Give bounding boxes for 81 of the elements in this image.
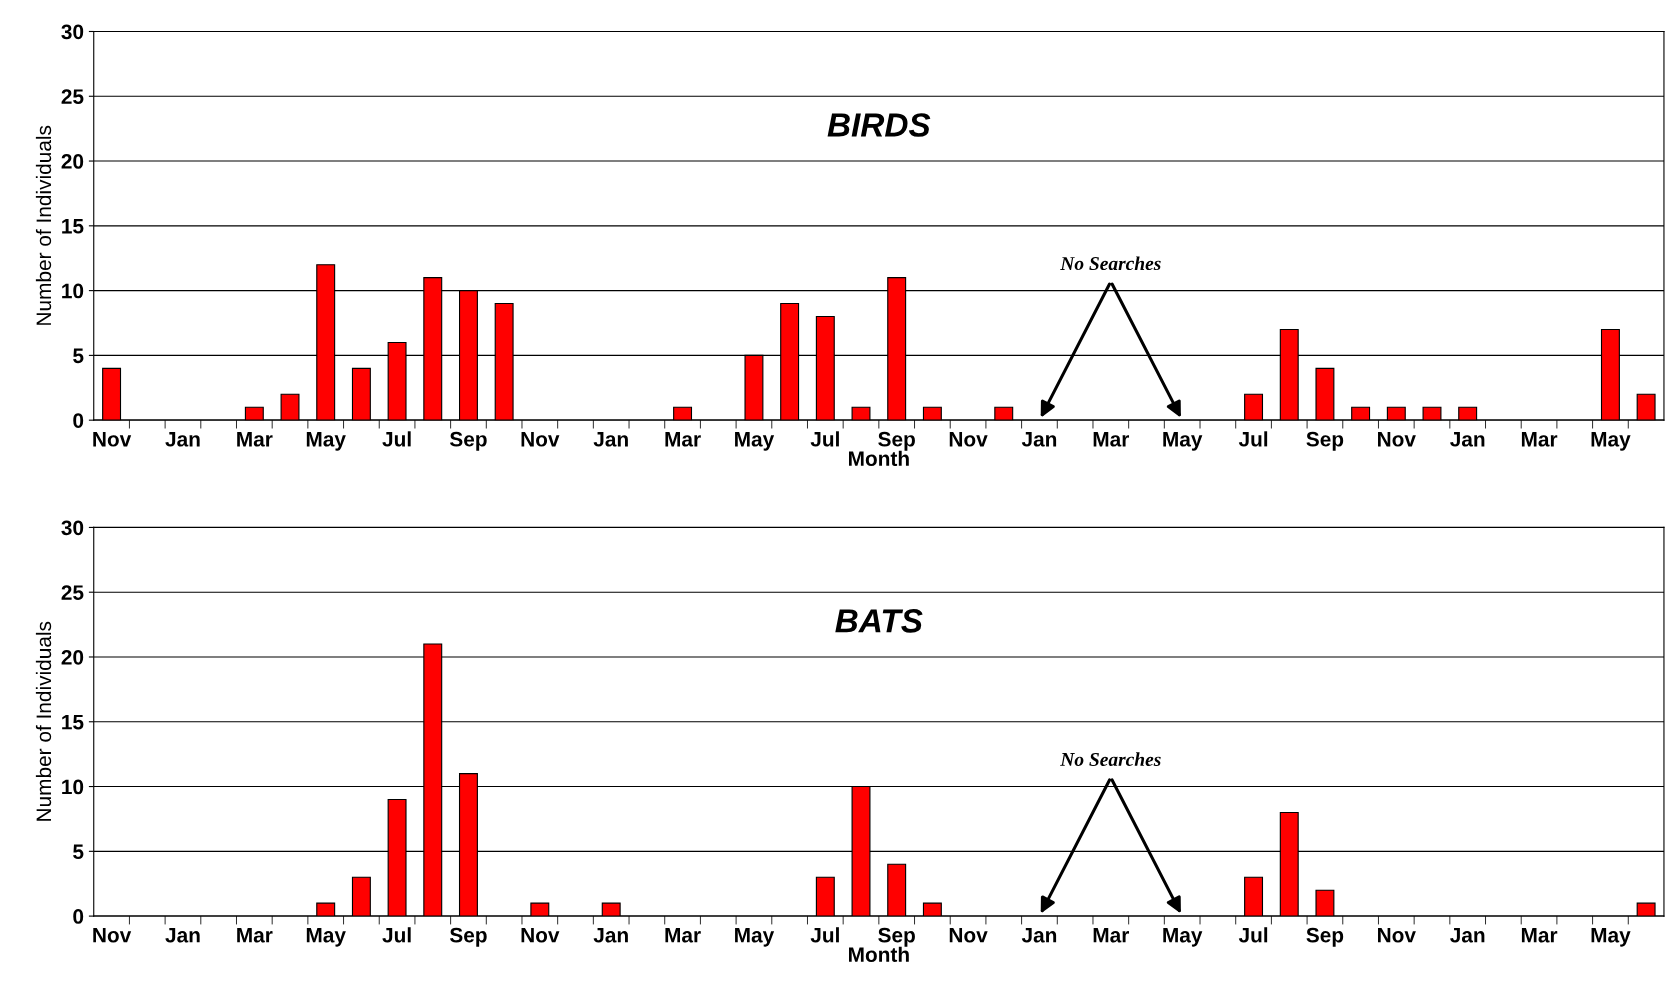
x-tick-label: Nov bbox=[1378, 432, 1416, 447]
x-tick-label: May bbox=[1163, 432, 1203, 451]
x-tick-label: Sep bbox=[1306, 927, 1344, 947]
x-tick-label: Jul bbox=[382, 927, 411, 943]
text: BIRDS bbox=[827, 113, 931, 137]
x-tick-label: Mar bbox=[1521, 927, 1558, 943]
x-tick-label: Jan bbox=[1021, 927, 1057, 943]
bar bbox=[102, 367, 122, 421]
bar bbox=[1422, 406, 1442, 421]
y-tick-label: 0 bbox=[73, 909, 84, 924]
x-tick-label: Sep bbox=[449, 927, 487, 947]
x-tick-label: Nov bbox=[93, 432, 132, 447]
y-tick-label: 10 bbox=[62, 779, 84, 795]
x-tick-label: Nov bbox=[949, 432, 988, 447]
y-tick-label: 25 bbox=[61, 89, 84, 105]
x-tick-label: May bbox=[306, 432, 346, 451]
x-tick-label: Mar bbox=[1093, 927, 1130, 943]
x-tick-label: Jan bbox=[1021, 432, 1057, 447]
x-tick-label: Mar bbox=[1093, 432, 1130, 447]
x-tick-label: May bbox=[306, 927, 346, 947]
x-tick-label: Mar bbox=[665, 927, 701, 943]
x-tick-label: Jul bbox=[1238, 927, 1268, 943]
x-axis-title: Month bbox=[849, 450, 909, 466]
y-tick-label: 20 bbox=[61, 649, 84, 665]
x-tick-label: Jan bbox=[165, 927, 200, 943]
y-tick-label: 5 bbox=[73, 844, 84, 860]
x-tick-label: May bbox=[735, 927, 775, 947]
y-tick-label: 20 bbox=[61, 154, 84, 169]
x-tick-label: Sep bbox=[1306, 431, 1344, 451]
bar bbox=[1458, 406, 1478, 421]
annotation: No Searches bbox=[1060, 256, 1161, 271]
x-tick-label: Nov bbox=[521, 927, 560, 943]
bar bbox=[673, 406, 693, 421]
y-tick-label: 0 bbox=[73, 413, 84, 428]
x-tick-label: Jul bbox=[382, 431, 411, 447]
y-tick-label: 15 bbox=[62, 714, 84, 730]
y-tick-label: 5 bbox=[73, 348, 84, 364]
bar bbox=[851, 406, 871, 421]
x-tick-label: Nov bbox=[93, 927, 132, 943]
x-tick-label: Nov bbox=[521, 432, 560, 447]
bar bbox=[351, 367, 371, 421]
x-tick-label: Jan bbox=[1450, 432, 1485, 447]
x-tick-label: May bbox=[735, 432, 775, 451]
y-tick-label: 30 bbox=[61, 520, 84, 536]
x-tick-label: Jul bbox=[810, 927, 839, 943]
bar bbox=[1244, 393, 1264, 421]
x-tick-label: Jul bbox=[1238, 431, 1268, 447]
y-tick-label: 10 bbox=[62, 283, 84, 299]
y-tick-label: 15 bbox=[62, 219, 84, 234]
x-tick-label: Jan bbox=[593, 927, 628, 943]
x-tick-label: Sep bbox=[449, 431, 487, 451]
x-tick-label: Sep bbox=[878, 927, 915, 947]
bar bbox=[1636, 393, 1656, 421]
bar bbox=[994, 406, 1014, 421]
bar bbox=[280, 393, 300, 421]
x-tick-label: May bbox=[1163, 927, 1203, 947]
bar bbox=[1351, 406, 1371, 421]
x-tick-label: Jan bbox=[1450, 927, 1485, 943]
annotation: No Searches bbox=[1060, 752, 1161, 767]
x-tick-label: Jan bbox=[593, 432, 628, 447]
x-tick-label: Jan bbox=[165, 432, 200, 447]
x-tick-label: Mar bbox=[237, 927, 273, 943]
bar bbox=[244, 406, 264, 421]
bar bbox=[1386, 406, 1406, 421]
x-tick-label: Nov bbox=[1378, 927, 1416, 943]
bar bbox=[1315, 367, 1335, 421]
text: BATS bbox=[835, 609, 923, 633]
x-tick-label: Sep bbox=[878, 431, 915, 451]
x-tick-label: May bbox=[1591, 927, 1631, 947]
x-tick-label: Mar bbox=[1521, 432, 1558, 447]
x-tick-label: Mar bbox=[665, 432, 701, 447]
y-axis-title: Number of Individuals bbox=[35, 621, 52, 821]
x-tick-label: May bbox=[1591, 432, 1631, 451]
y-tick-label: 30 bbox=[61, 24, 84, 40]
x-tick-label: Jul bbox=[810, 431, 839, 447]
y-tick-label: 25 bbox=[61, 585, 84, 600]
y-axis-title: Number of Individuals bbox=[35, 125, 52, 325]
x-tick-label: Nov bbox=[949, 927, 988, 943]
x-axis-title: Month bbox=[849, 946, 909, 962]
x-tick-label: Mar bbox=[237, 432, 273, 447]
bar bbox=[922, 406, 942, 421]
